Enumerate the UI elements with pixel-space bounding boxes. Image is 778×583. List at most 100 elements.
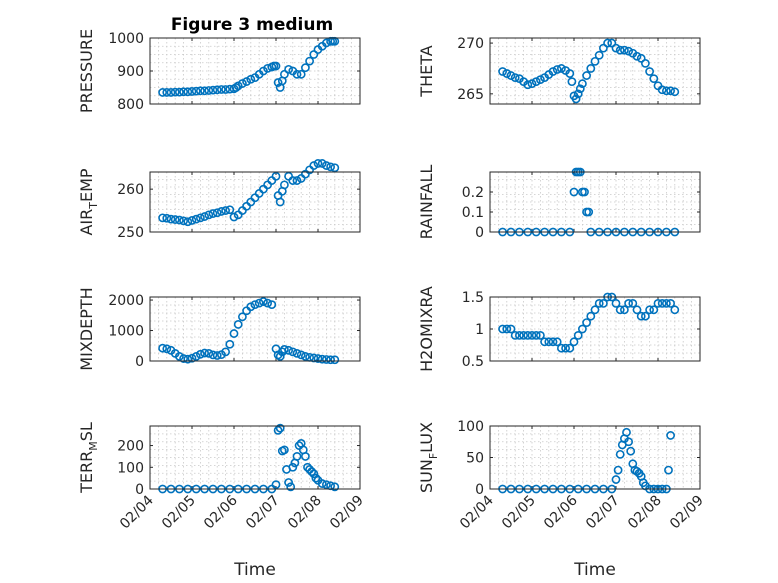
data-point: [187, 87, 197, 96]
data-point: [557, 343, 566, 353]
data-point: [191, 352, 201, 361]
data-point: [636, 53, 646, 63]
data-point: [212, 351, 222, 360]
y-tick-label: 100: [457, 419, 484, 435]
y-axis-label: H2OMIXRA: [417, 286, 436, 372]
data-point: [284, 478, 293, 487]
data-point: [183, 87, 193, 97]
data-point: [191, 86, 201, 96]
data-point: [666, 298, 675, 308]
y-axis-label: TERRMSL: [77, 422, 100, 494]
data-point: [208, 350, 218, 360]
data-point: [615, 45, 625, 55]
data-point: [317, 354, 327, 364]
data-point: [286, 482, 296, 492]
data-point: [212, 85, 222, 95]
data-point: [288, 347, 298, 357]
data-point: [573, 89, 583, 99]
data-point: [594, 298, 604, 308]
data-point: [179, 87, 188, 97]
subplot-mixdepth: 0 1000 2000 MIXDEPTH: [77, 287, 361, 371]
y-tick-label: 250: [117, 225, 144, 241]
data-point: [200, 86, 209, 96]
y-tick-label: 0.1: [462, 205, 484, 221]
x-tick-label: 02/07: [243, 493, 283, 533]
data-point: [548, 337, 558, 347]
figure-title: Figure 3 medium: [171, 15, 333, 35]
x-tick-label: 02/07: [583, 493, 623, 533]
data-point: [208, 85, 218, 95]
axes-box: [149, 171, 361, 233]
y-tick-label: 1000: [108, 324, 144, 340]
data-point: [586, 311, 596, 321]
axes-box: [489, 37, 701, 105]
y-tick-label: 0.2: [462, 185, 484, 201]
data-point: [557, 64, 566, 73]
data-point: [225, 205, 235, 215]
y-tick-label: 100: [117, 460, 144, 476]
data-point: [330, 163, 340, 173]
data-point: [166, 88, 176, 97]
y-tick-label: 1: [475, 322, 484, 338]
data-point: [540, 337, 549, 347]
data-point: [569, 187, 579, 197]
data-point: [575, 84, 585, 94]
data-point: [309, 50, 319, 59]
data-point: [594, 50, 604, 60]
data-point: [271, 480, 281, 490]
data-point: [317, 479, 327, 488]
data-point: [200, 212, 209, 221]
y-tick-label: 900: [117, 64, 144, 80]
x-tick-label: 02/06: [541, 492, 581, 532]
y-tick-label: 800: [117, 97, 144, 113]
y-tick-label: 0: [475, 225, 484, 241]
data-point: [233, 320, 243, 329]
data-point: [582, 71, 591, 80]
data-point: [204, 210, 214, 220]
data-point: [523, 80, 533, 90]
y-tick-label: 50: [466, 451, 484, 467]
x-tick-label: 02/08: [285, 493, 325, 533]
data-point: [275, 197, 285, 207]
data-point: [187, 216, 197, 225]
data-point: [657, 298, 667, 308]
data-point: [158, 343, 167, 353]
data-point: [578, 324, 587, 334]
data-point: [626, 446, 636, 456]
data-point: [258, 297, 268, 306]
data-point: [632, 466, 642, 476]
data-point: [292, 348, 302, 358]
data-point: [284, 64, 293, 74]
data-point: [527, 79, 537, 89]
y-tick-label: 265: [457, 87, 484, 103]
data-point: [565, 343, 575, 353]
data-point: [552, 65, 562, 74]
data-point: [279, 180, 289, 190]
subplot-sun_flux: 0 50 100 02/04 02/05 02/06 02/07 02/08 02/09 SUNF…: [417, 419, 707, 580]
data-point: [221, 206, 230, 215]
data-point: [195, 349, 205, 359]
data-point: [300, 352, 310, 361]
data-point: [279, 445, 289, 455]
x-tick-label: 02/05: [499, 493, 539, 533]
subplot-pressure: 800 900 1000 PRESSURE: [77, 29, 361, 113]
data-point: [275, 423, 285, 433]
data-point: [200, 348, 209, 358]
data-point: [237, 312, 247, 322]
data-point: [212, 208, 222, 218]
data-point: [580, 187, 589, 197]
y-axis-label: THETA: [417, 45, 436, 97]
data-point: [273, 78, 283, 87]
y-tick-label: 1000: [108, 31, 144, 47]
data-point: [195, 213, 205, 223]
data-point: [662, 86, 671, 96]
data-point: [170, 215, 180, 224]
data-point: [275, 352, 285, 361]
data-point: [309, 353, 319, 363]
data-point: [620, 305, 629, 315]
data-point: [309, 469, 319, 479]
data-point: [311, 473, 321, 483]
data-point: [510, 330, 520, 340]
data-point: [225, 339, 235, 349]
